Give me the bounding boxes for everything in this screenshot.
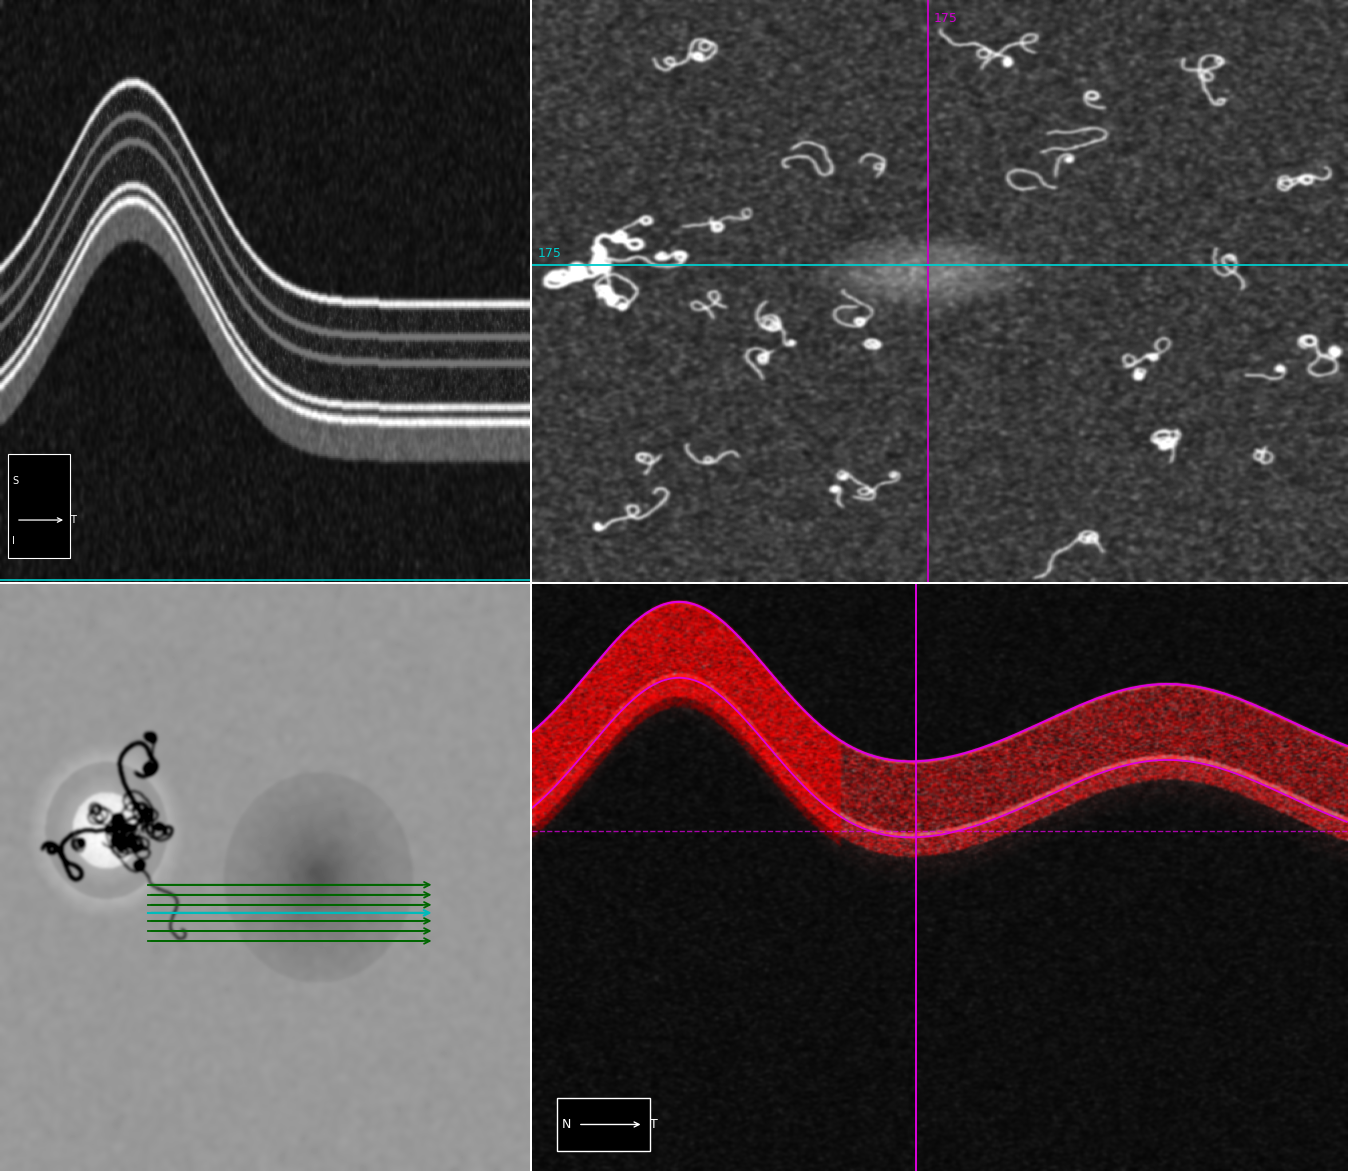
Bar: [557, 1098, 650, 1151]
Text: T: T: [70, 515, 75, 525]
Bar: [8, 454, 70, 557]
Text: I: I: [12, 535, 15, 546]
Text: 175: 175: [538, 247, 562, 260]
Text: 175: 175: [933, 12, 957, 26]
Text: T: T: [650, 1118, 658, 1131]
Text: S: S: [12, 475, 18, 486]
Text: N: N: [562, 1118, 572, 1131]
